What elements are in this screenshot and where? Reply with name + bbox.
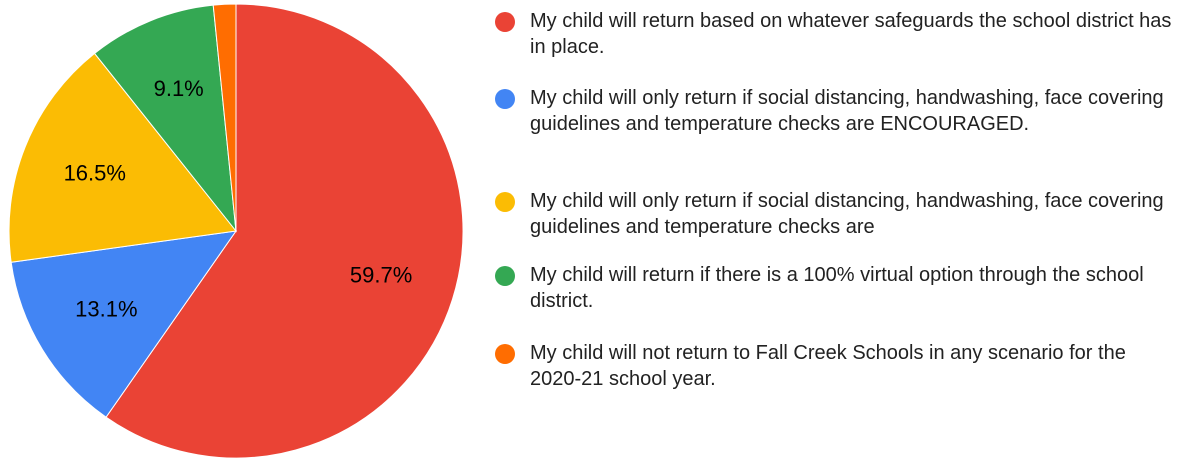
- pie-slice: [93, 4, 237, 233]
- slice-label: 16.5%: [64, 160, 126, 185]
- legend-label: My child will only return if social dist…: [530, 190, 1164, 238]
- legend-item: My child will return if there is a 100% …: [495, 262, 1185, 314]
- pie-slice: [8, 52, 237, 263]
- legend-item: My child will only return if social dist…: [495, 188, 1185, 240]
- legend-label: My child will not return to Fall Creek S…: [530, 342, 1126, 390]
- legend-marker: [495, 266, 515, 286]
- pie: 59.7% 13.1% 16.5% 9.1%: [8, 3, 464, 458]
- legend-label: My child will only return if social dist…: [530, 87, 1164, 135]
- legend-marker: [495, 89, 515, 109]
- slice-label: 13.1%: [75, 296, 137, 321]
- pie-slice: [10, 230, 238, 418]
- pie-slice: [212, 3, 237, 232]
- legend-marker: [495, 192, 515, 212]
- legend-item: My child will return based on whatever s…: [495, 8, 1185, 60]
- legend-marker: [495, 12, 515, 32]
- legend-item: My child will only return if social dist…: [495, 85, 1185, 137]
- legend-item: My child will not return to Fall Creek S…: [495, 340, 1185, 392]
- legend-label: My child will return if there is a 100% …: [530, 264, 1144, 312]
- legend-label: My child will return based on whatever s…: [530, 10, 1172, 58]
- legend-marker: [495, 344, 515, 364]
- slice-label: 59.7%: [350, 262, 412, 287]
- slice-label: 9.1%: [154, 76, 204, 101]
